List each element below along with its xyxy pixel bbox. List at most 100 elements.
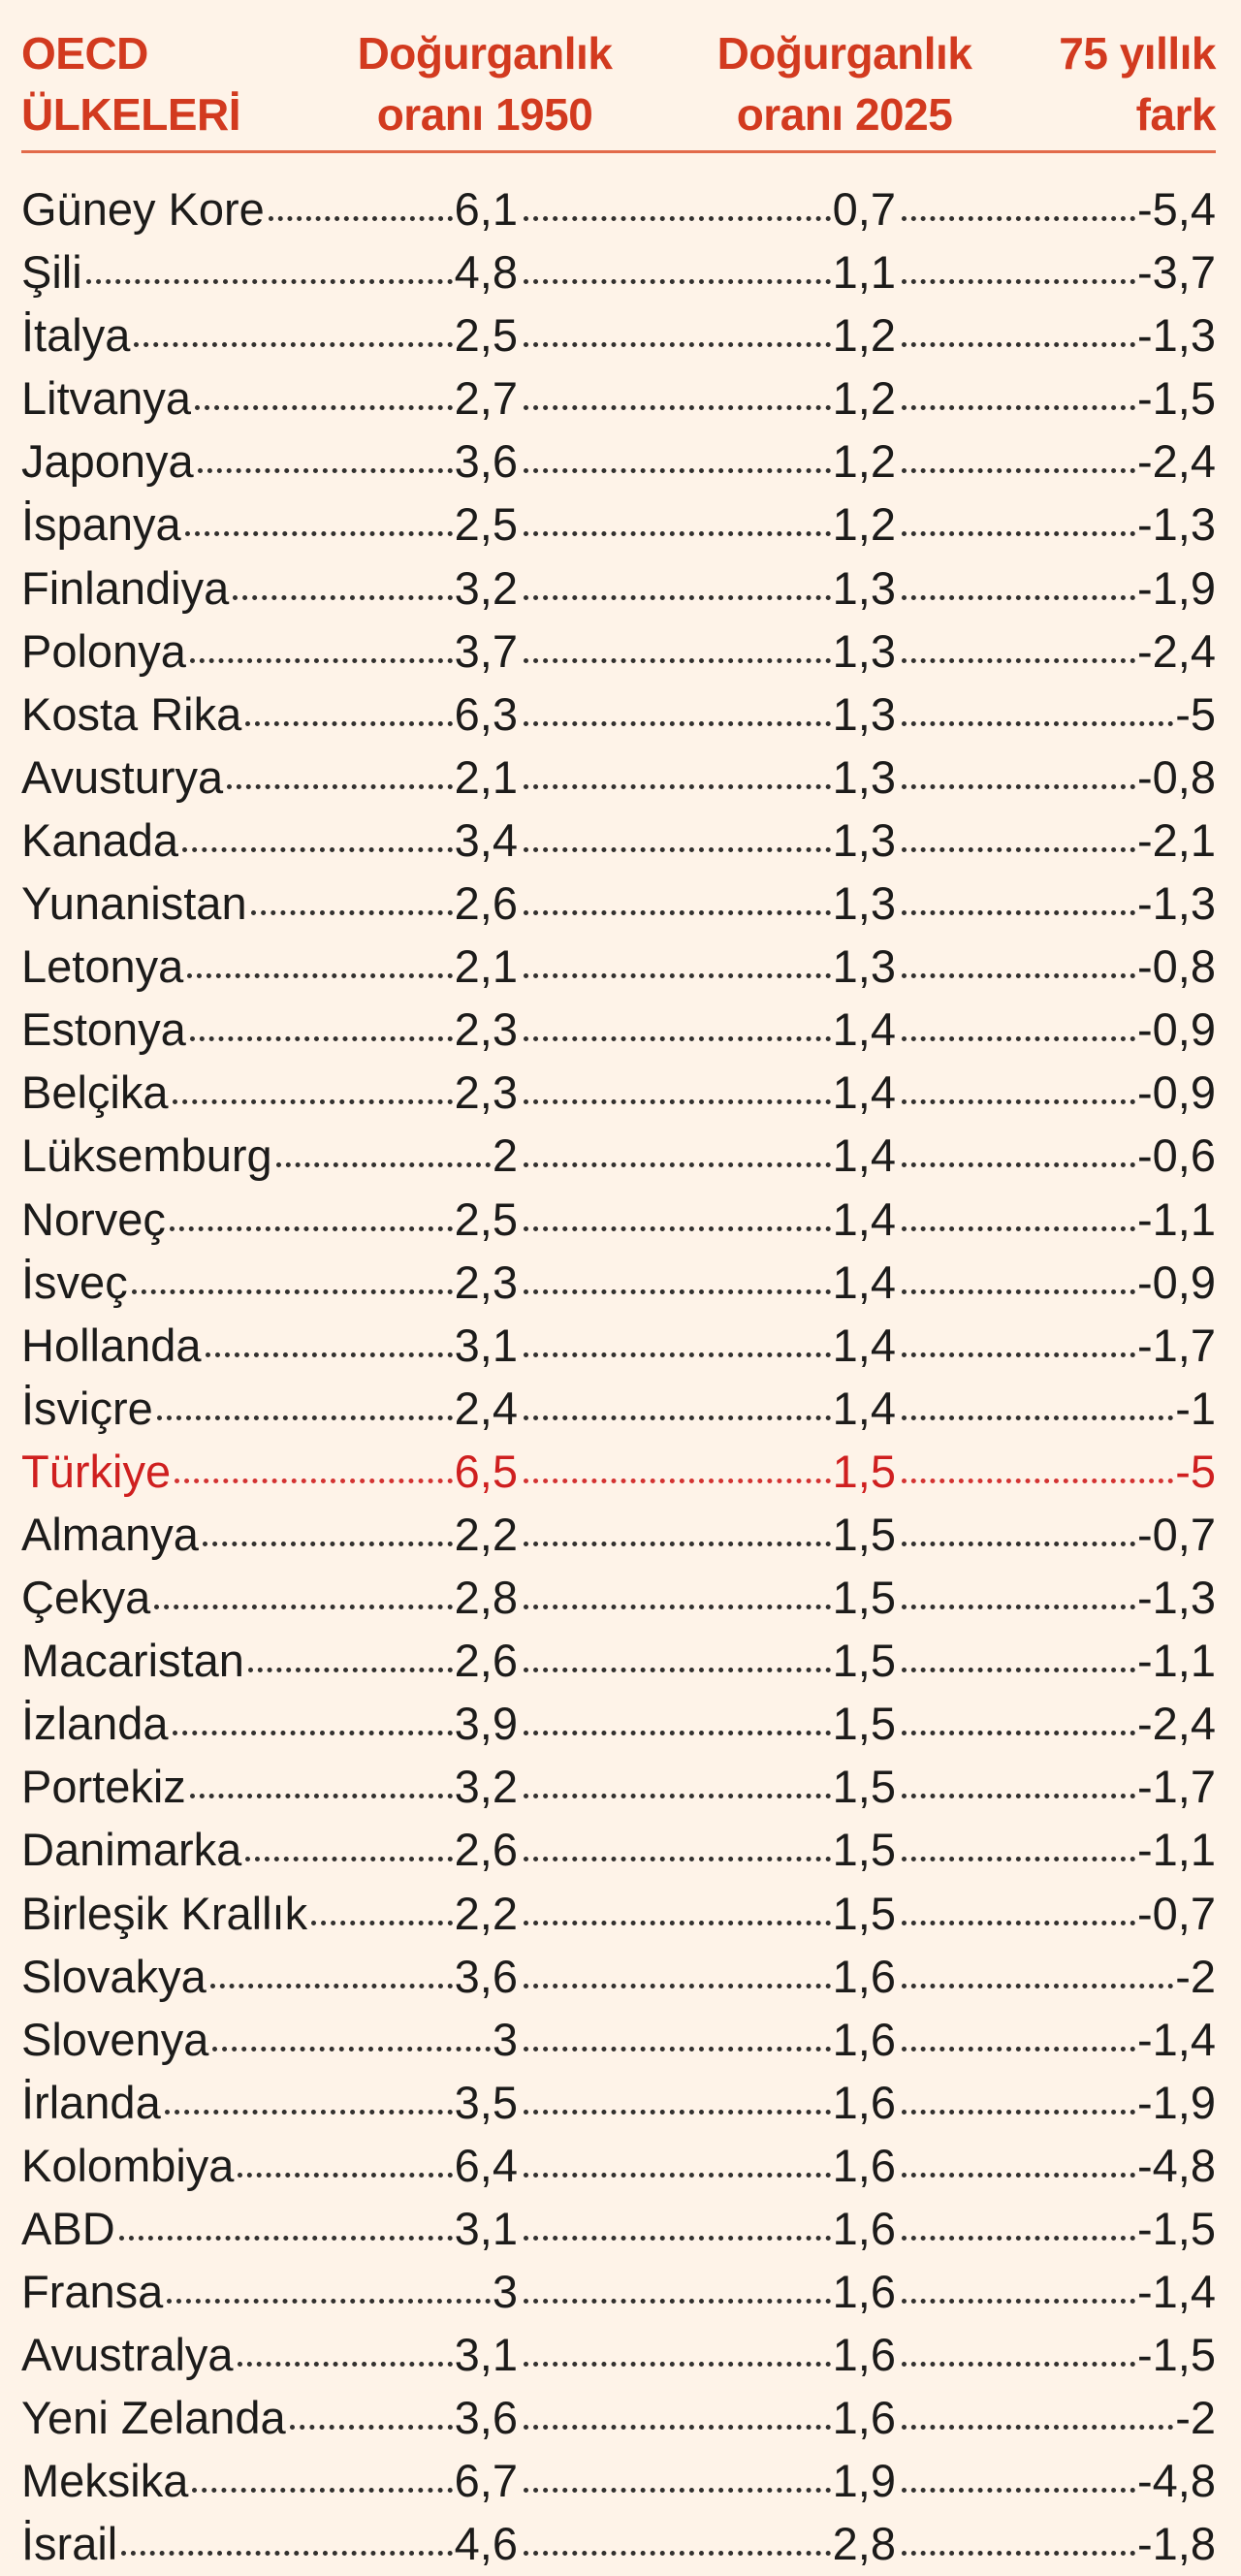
cell-2025: 1,6	[518, 2008, 896, 2071]
country-name: Şili	[21, 246, 82, 299]
dot-leader	[154, 1605, 453, 1610]
dot-leader	[902, 2362, 1135, 2368]
cell-difference: -0,8	[896, 935, 1216, 998]
header-rate-2025: Doğurganlık oranı 2025	[688, 23, 1001, 145]
rate-1950-value: 3,4	[454, 813, 518, 866]
cell-2025: 1,5	[518, 1692, 896, 1755]
dot-leader	[902, 2551, 1135, 2557]
cell-country-1950: İrlanda 3,5	[21, 2071, 518, 2134]
country-name: Meksika	[21, 2455, 189, 2507]
table-row: Finlandiya 3,2 1,3 -1,9	[21, 557, 1216, 620]
rate-2025-value: 1,3	[832, 687, 896, 740]
dot-leader	[524, 720, 831, 726]
table-row: Polonya 3,7 1,3 -2,4	[21, 620, 1216, 683]
difference-value: -1,1	[1137, 1824, 1216, 1876]
dot-leader	[134, 342, 453, 348]
table-row: Almanya 2,2 1,5 -0,7	[21, 1503, 1216, 1566]
cell-2025: 1,5	[518, 1566, 896, 1629]
cell-difference: -1,5	[896, 2323, 1216, 2386]
country-name: Polonya	[21, 624, 186, 677]
dot-leader	[902, 1731, 1135, 1736]
dot-leader	[524, 1288, 831, 1294]
table-row: Japonya 3,6 1,2 -2,4	[21, 429, 1216, 493]
cell-difference: -3,7	[896, 240, 1216, 303]
country-name: Macaristan	[21, 1635, 244, 1687]
rate-1950-value: 3,2	[454, 561, 518, 614]
rate-2025-value: 1,4	[832, 1256, 896, 1308]
cell-2025: 1,4	[518, 1377, 896, 1440]
dot-leader	[524, 1857, 831, 1862]
difference-value: -1,5	[1137, 372, 1216, 425]
difference-value: -1	[1175, 1382, 1216, 1434]
dot-leader	[524, 973, 831, 979]
cell-difference: -5	[896, 1440, 1216, 1503]
rate-2025-value: 1,2	[832, 435, 896, 488]
cell-2025: 1,4	[518, 1314, 896, 1377]
cell-country-1950: Çekya 2,8	[21, 1566, 518, 1629]
country-name: İsviçre	[21, 1382, 153, 1434]
cell-country-1950: İsviçre 2,4	[21, 1377, 518, 1440]
difference-value: -2,4	[1137, 1698, 1216, 1750]
difference-value: -4,8	[1137, 2455, 1216, 2507]
cell-difference: -1,1	[896, 1629, 1216, 1692]
cell-difference: -2,1	[896, 809, 1216, 872]
cell-2025: 0,7	[518, 177, 896, 240]
difference-value: -3,7	[1137, 246, 1216, 299]
rate-1950-value: 6,4	[454, 2139, 518, 2191]
cell-difference: -1	[896, 1377, 1216, 1440]
difference-value: -5	[1175, 1445, 1216, 1497]
cell-difference: -1,7	[896, 1314, 1216, 1377]
dot-leader	[524, 2046, 831, 2051]
difference-value: -2,4	[1137, 435, 1216, 488]
rate-1950-value: 2,6	[454, 1824, 518, 1876]
table-row: İzlanda 3,9 1,5 -2,4	[21, 1692, 1216, 1755]
cell-2025: 1,5	[518, 1503, 896, 1566]
header-country: OECD ÜLKELERİ	[21, 23, 241, 145]
dot-leader	[192, 2488, 453, 2494]
cell-difference: -4,8	[896, 2134, 1216, 2197]
header-difference-line2: fark	[1135, 89, 1217, 140]
difference-value: -0,7	[1137, 1887, 1216, 1939]
rate-2025-value: 1,3	[832, 561, 896, 614]
country-name: Estonya	[21, 1003, 186, 1056]
difference-value: -1,8	[1137, 2518, 1216, 2570]
dot-leader	[902, 2109, 1135, 2115]
cell-country-1950: Letonya 2,1	[21, 935, 518, 998]
difference-value: -2	[1175, 2392, 1216, 2444]
country-name: İtalya	[21, 309, 131, 362]
rate-1950-value: 3	[492, 2013, 518, 2065]
cell-country-1950: Lüksemburg 2	[21, 1124, 518, 1187]
table-row: Birleşik Krallık 2,2 1,5 -0,7	[21, 1882, 1216, 1945]
rate-2025-value: 1,5	[832, 1698, 896, 1750]
dot-leader	[172, 1099, 453, 1105]
cell-2025: 1,5	[518, 1818, 896, 1881]
cell-2025: 1,3	[518, 557, 896, 620]
dot-leader	[902, 2046, 1135, 2051]
rate-2025-value: 1,4	[832, 1129, 896, 1182]
table-row: Slovenya 3 1,6 -1,4	[21, 2008, 1216, 2071]
dot-leader	[902, 973, 1135, 979]
difference-value: -1,3	[1137, 498, 1216, 551]
dot-leader	[187, 973, 453, 979]
table-row: Hollanda 3,1 1,4 -1,7	[21, 1314, 1216, 1377]
cell-country-1950: Polonya 3,7	[21, 620, 518, 683]
cell-country-1950: Slovakya 3,6	[21, 1945, 518, 2008]
header-difference: 75 yıllık fark	[1041, 23, 1216, 145]
cell-difference: -0,6	[896, 1124, 1216, 1187]
difference-value: -1,1	[1137, 1193, 1216, 1245]
dot-leader	[902, 2236, 1135, 2241]
cell-country-1950: İsrail 4,6	[21, 2512, 518, 2575]
difference-value: -1,5	[1137, 2329, 1216, 2381]
dot-leader	[524, 405, 831, 411]
difference-value: -1,3	[1137, 877, 1216, 930]
cell-country-1950: ABD 3,1	[21, 2197, 518, 2260]
rate-2025-value: 1,3	[832, 624, 896, 677]
rate-1950-value: 2,6	[454, 1635, 518, 1687]
dot-leader	[227, 783, 453, 789]
rate-1950-value: 2,5	[454, 1193, 518, 1245]
dot-leader	[524, 342, 831, 348]
header-country-line1: OECD	[21, 28, 148, 79]
table-row: Portekiz 3,2 1,5 -1,7	[21, 1755, 1216, 1818]
rate-2025-value: 1,5	[832, 1824, 896, 1876]
country-name: Birleşik Krallık	[21, 1887, 308, 1939]
